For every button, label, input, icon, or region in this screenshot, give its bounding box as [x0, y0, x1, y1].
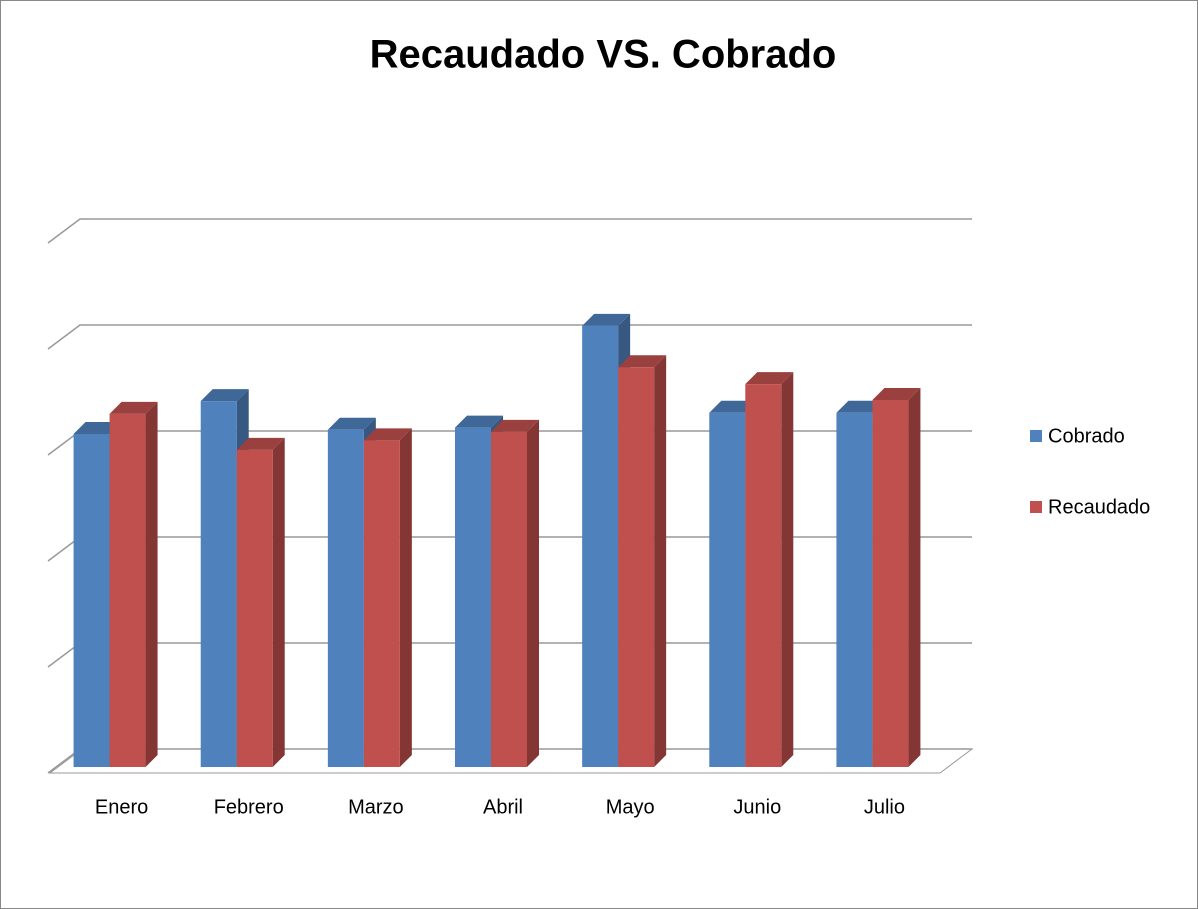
- bar: [745, 372, 794, 767]
- bar-front: [582, 325, 619, 767]
- x-tick-label: Mayo: [606, 796, 655, 818]
- bar-front: [709, 412, 746, 767]
- x-tick-label: Junio: [733, 796, 781, 818]
- bar-front: [363, 440, 400, 767]
- bar-front: [109, 413, 146, 767]
- bar-top: [109, 401, 158, 414]
- x-tick-label: Febrero: [214, 796, 284, 818]
- bar: [109, 401, 158, 767]
- bar-top: [872, 388, 921, 401]
- legend-swatch: [1030, 501, 1042, 513]
- chart-title: Recaudado VS. Cobrado: [370, 33, 837, 77]
- bar-top: [582, 313, 631, 326]
- bar-side: [527, 419, 539, 767]
- bar-front: [618, 367, 655, 767]
- bar: [872, 388, 921, 767]
- bar-front: [872, 400, 909, 767]
- bar-top: [455, 415, 503, 428]
- bar-top: [327, 417, 376, 430]
- legend-swatch: [1030, 430, 1042, 442]
- bar-side: [781, 372, 794, 767]
- bar: [236, 437, 285, 767]
- bar-side: [399, 428, 412, 767]
- bar-top: [745, 372, 794, 385]
- bar-front: [836, 412, 873, 767]
- bar-front: [491, 431, 527, 767]
- bar-front: [455, 427, 491, 767]
- bar-top: [236, 437, 285, 450]
- bar-side: [145, 401, 158, 767]
- bar: [491, 419, 539, 767]
- bar-side: [272, 437, 285, 767]
- bar-top: [363, 428, 412, 441]
- x-tick-label: Marzo: [348, 796, 404, 818]
- x-tick-label: Julio: [864, 796, 905, 818]
- x-tick-label: Abril: [483, 796, 523, 818]
- grid-line: [47, 218, 972, 244]
- bar-top: [491, 419, 539, 432]
- bar-front: [73, 433, 110, 767]
- bar-front: [745, 384, 782, 767]
- x-tick-label: Enero: [95, 796, 148, 818]
- bar-top: [618, 355, 667, 368]
- legend-label: Cobrado: [1048, 425, 1125, 447]
- bar-front: [327, 429, 364, 767]
- bar-front: [200, 401, 237, 767]
- bar-side: [908, 388, 921, 767]
- legend-label: Recaudado: [1048, 496, 1150, 518]
- bar-side: [654, 355, 667, 767]
- bar-top: [200, 389, 249, 402]
- bar: [618, 355, 667, 767]
- grid-line: [47, 324, 972, 350]
- bar: [363, 428, 412, 767]
- bar-front: [236, 449, 273, 767]
